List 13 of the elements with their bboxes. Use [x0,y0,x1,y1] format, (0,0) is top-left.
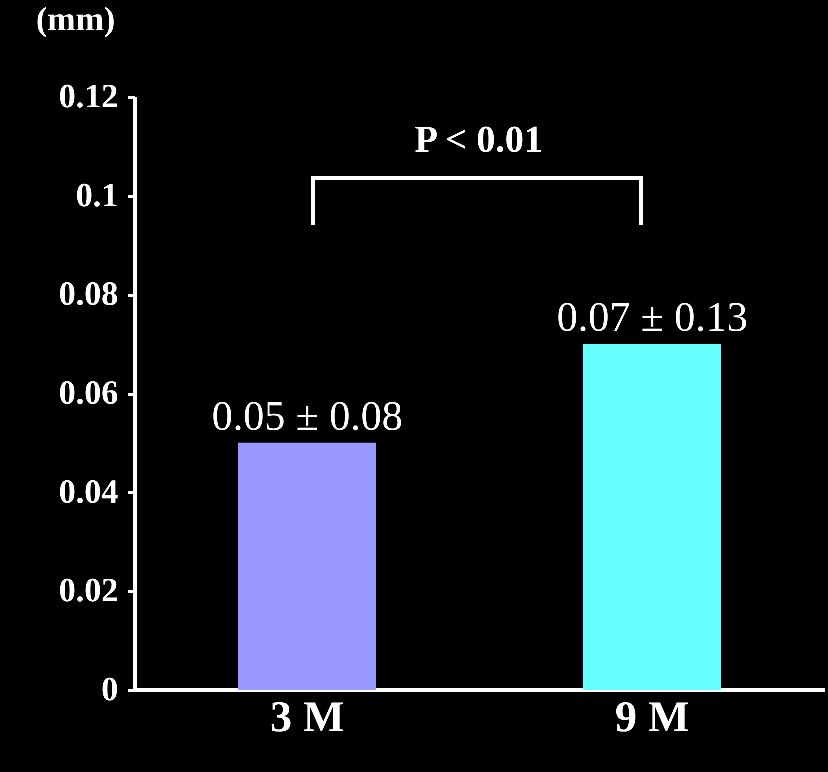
x-tick-label: 3 M [270,692,345,742]
y-tick-label: 0.08 [59,276,118,314]
annotation: P < 0.01 [414,118,544,162]
y-tick-label: 0.04 [59,474,118,511]
y-tick-label: 0.1 [76,177,118,214]
data-label: 0.07 ± 0.13 [556,295,748,342]
y-tick-label: 0.12 [59,78,118,116]
y-axis-title: (mm) [36,2,116,38]
y-tick-label: 0.06 [59,375,118,412]
x-tick-label: 9 M [615,692,690,742]
y-tick-label: 0 [102,672,118,708]
data-label: 0.05 ± 0.08 [212,394,404,440]
y-tick-label: 0.02 [59,572,118,610]
